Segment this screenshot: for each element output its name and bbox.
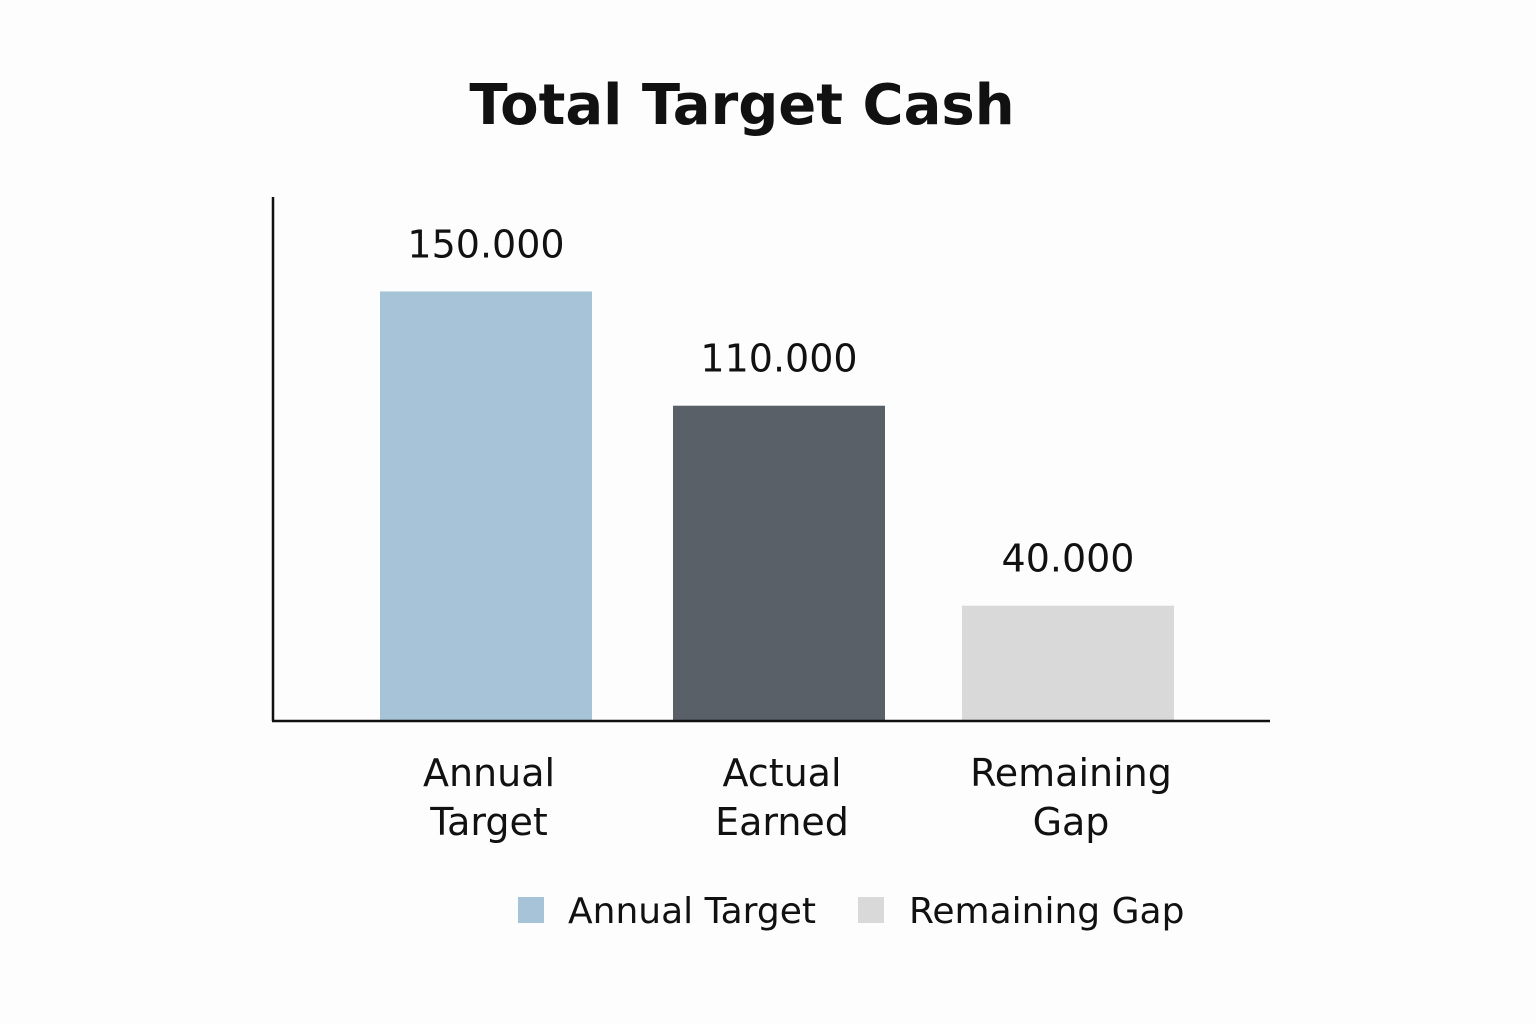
- bars-layer: [380, 291, 1174, 720]
- x-tick-label: Earned: [715, 800, 849, 844]
- legend-label: Annual Target: [568, 891, 816, 932]
- bar-value-label: 40.000: [1002, 537, 1135, 581]
- x-tick-label: Remaining: [970, 751, 1172, 795]
- chart-title: Total Target Cash: [469, 73, 1014, 138]
- bar: [962, 605, 1174, 720]
- bar: [380, 291, 592, 720]
- legend: Annual Target Remaining Gap: [518, 891, 1184, 932]
- legend-swatch: [858, 897, 884, 923]
- x-tick-label: Gap: [1033, 800, 1110, 844]
- x-tick-label: Actual: [722, 751, 841, 795]
- legend-swatch: [518, 897, 544, 923]
- x-tick-label: Target: [429, 800, 548, 844]
- x-tick-label: Annual: [423, 751, 555, 795]
- bar-value-label: 150.000: [407, 222, 564, 266]
- legend-label: Remaining Gap: [909, 891, 1184, 932]
- bar-value-label: 110.000: [700, 337, 857, 381]
- bar: [673, 405, 885, 720]
- labels-layer: 150.000 Annual Target 110.000 Actual Earned 40…: [407, 222, 1171, 844]
